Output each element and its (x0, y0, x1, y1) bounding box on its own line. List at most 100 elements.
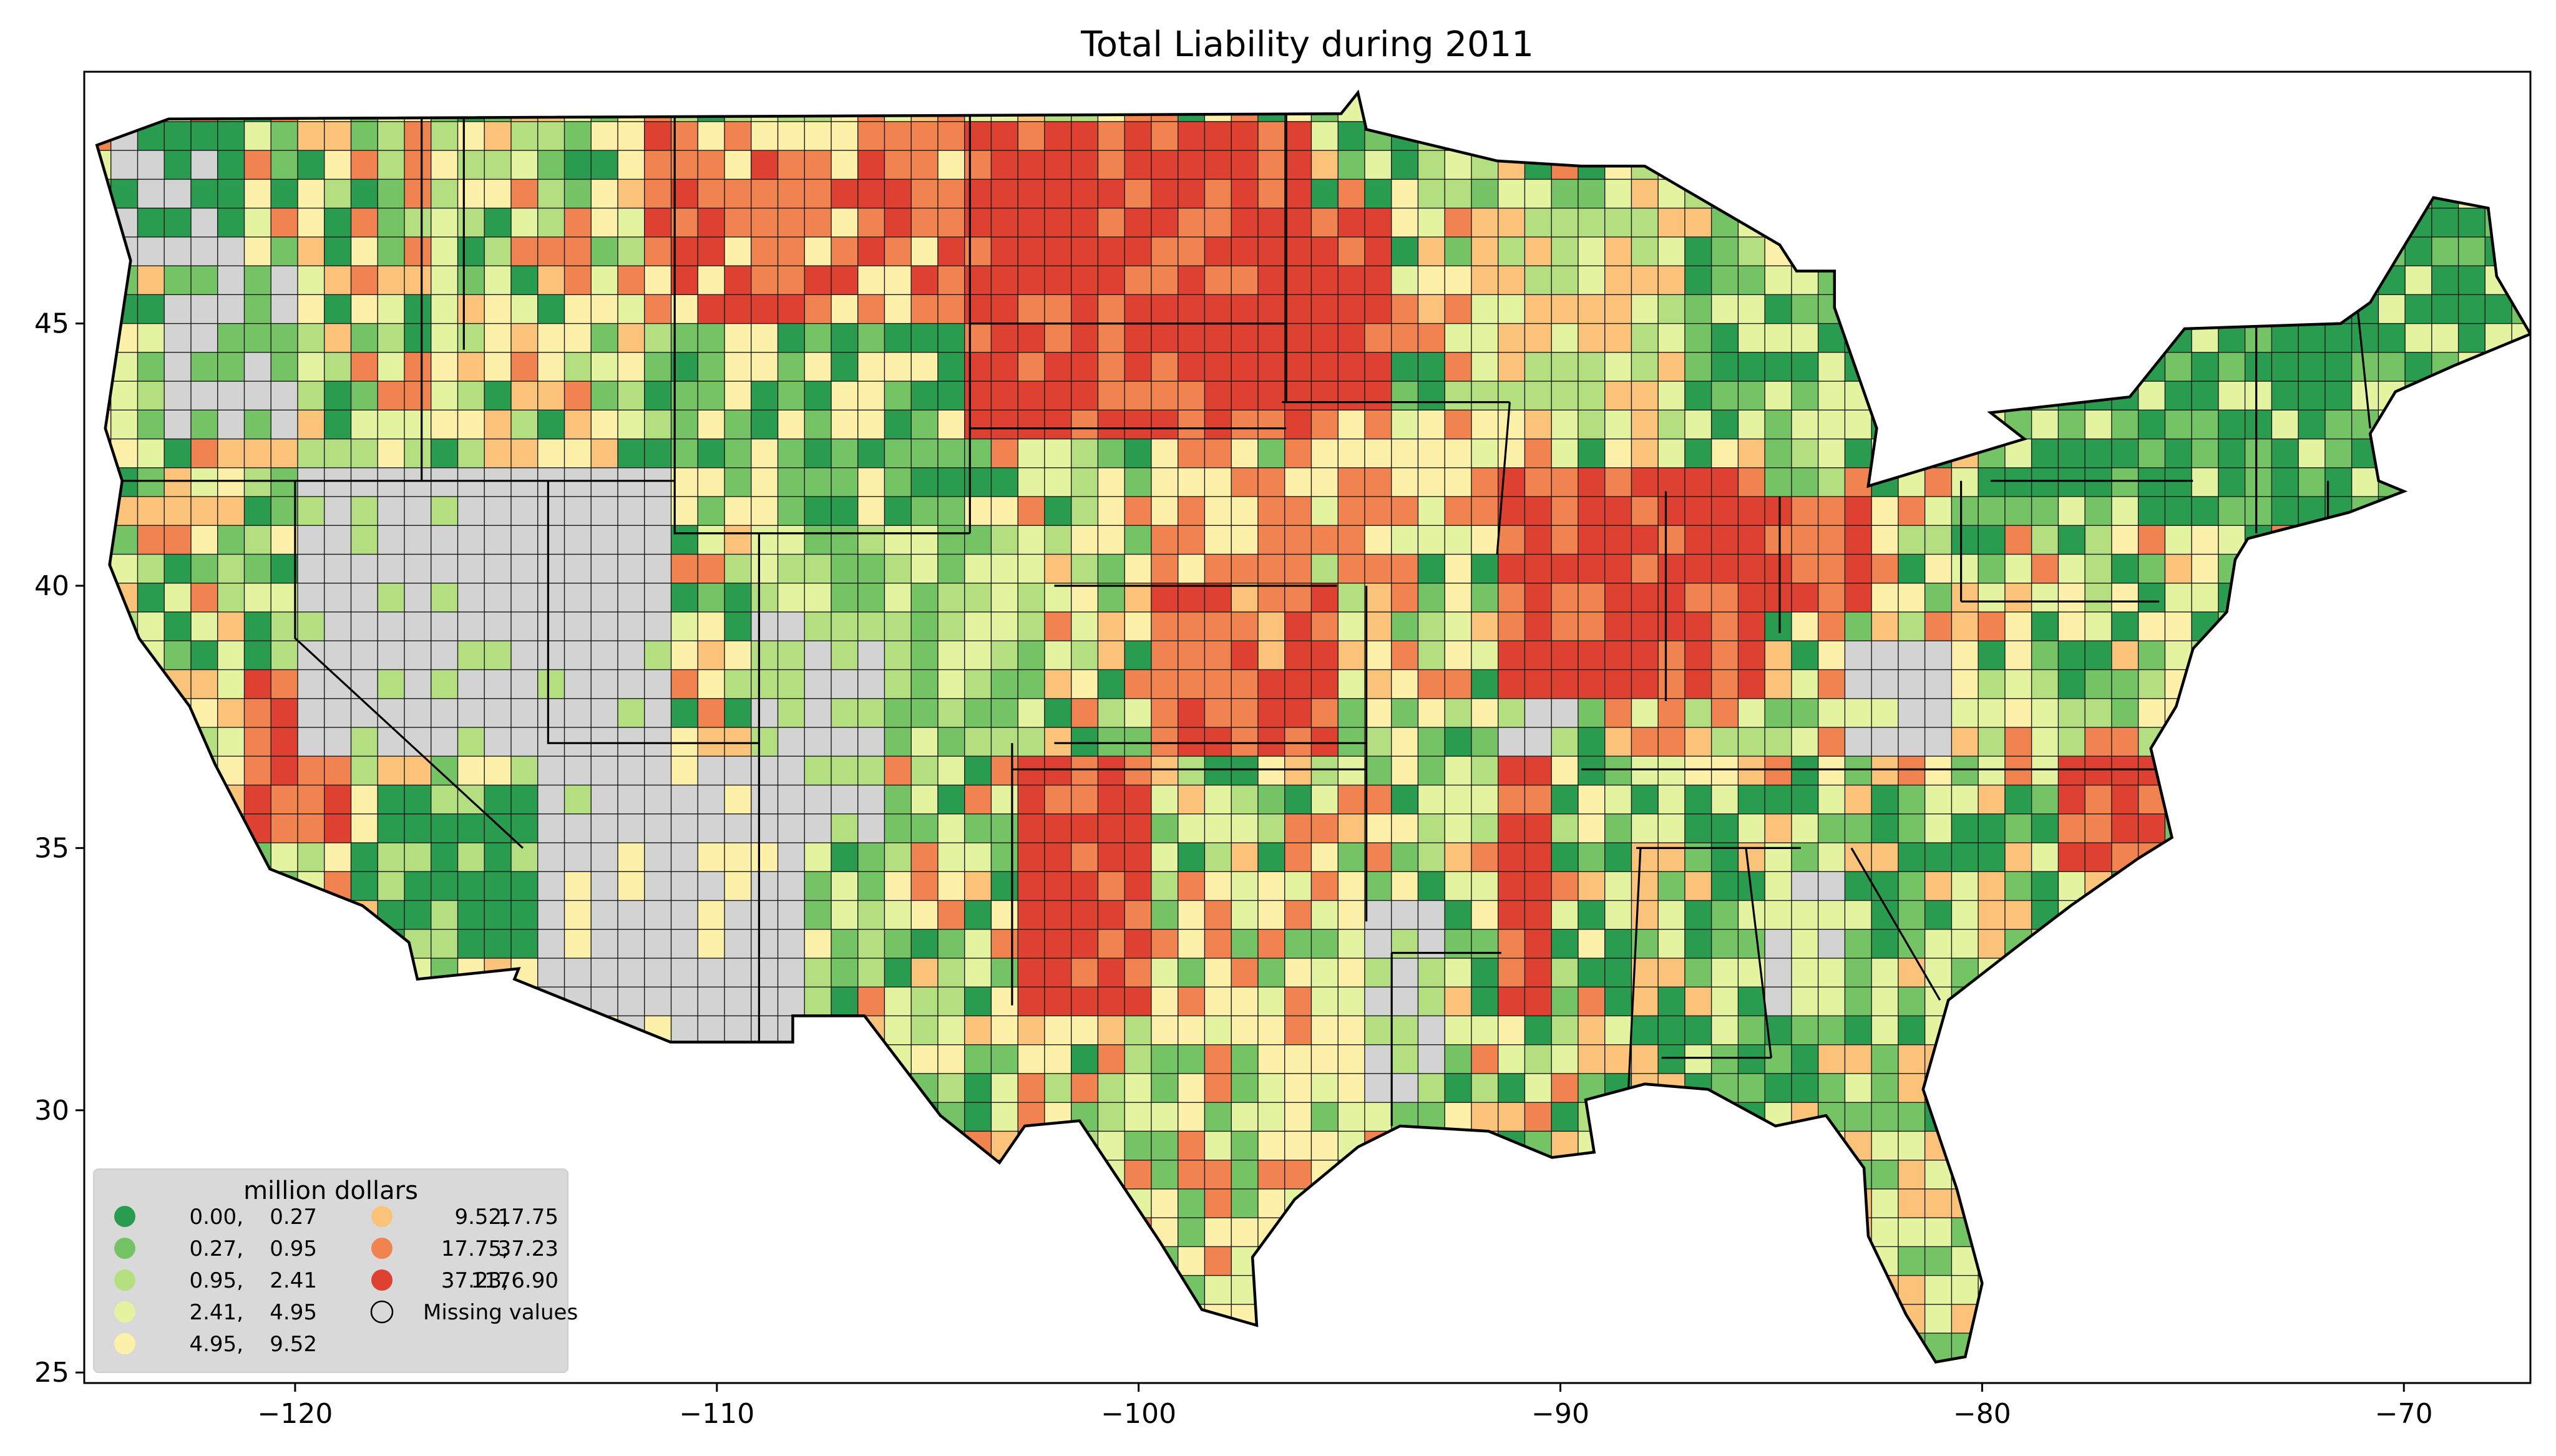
county-region (697, 900, 726, 930)
county-region (617, 755, 645, 786)
county-region (537, 121, 565, 152)
county-region (1817, 640, 1846, 671)
county-region (1310, 553, 1339, 584)
county-region (1524, 1102, 1553, 1132)
county-region (297, 813, 325, 844)
county-region (1684, 265, 1712, 296)
county-region (1124, 381, 1153, 411)
county-region (484, 352, 512, 382)
county-region (1817, 986, 1846, 1017)
county-region (1044, 438, 1072, 469)
county-region (1844, 813, 1873, 844)
county-region (1844, 958, 1873, 988)
county-region (1764, 986, 1793, 1017)
county-region (750, 207, 779, 238)
county-region (1471, 236, 1499, 267)
county-region (2057, 784, 2086, 815)
county-region (563, 178, 592, 209)
county-region (510, 467, 539, 498)
county-region (297, 409, 325, 440)
county-region (457, 640, 485, 671)
county-region (1124, 755, 1153, 786)
y-tick-label: 45 (34, 308, 69, 340)
county-region (777, 294, 806, 324)
county-region (1551, 1015, 1579, 1046)
county-region (857, 121, 885, 152)
county-region (1284, 265, 1312, 296)
county-region (1631, 813, 1659, 844)
county-region (857, 525, 885, 555)
county-region (1070, 121, 1099, 152)
county-region (350, 178, 379, 209)
county-region (1764, 496, 1793, 527)
county-region (2111, 409, 2139, 440)
county-region (1551, 958, 1579, 988)
county-region (1497, 755, 1526, 786)
county-region (1471, 1015, 1499, 1046)
county-region (431, 467, 459, 498)
county-region (1364, 813, 1392, 844)
county-region (1310, 871, 1339, 901)
county-region (990, 813, 1019, 844)
county-region (724, 611, 752, 642)
county-region (1898, 640, 1926, 671)
county-region (377, 784, 406, 815)
county-region (777, 409, 806, 440)
county-region (590, 496, 619, 527)
x-tick-label: −100 (1101, 1398, 1176, 1430)
county-region (1657, 1044, 1686, 1075)
county-region (804, 900, 832, 930)
county-region (1684, 352, 1712, 382)
county-region (457, 236, 485, 267)
county-region (617, 438, 645, 469)
county-region (1284, 871, 1312, 901)
county-region (1871, 755, 1900, 786)
county-region (1390, 900, 1419, 930)
county-region (1284, 323, 1312, 354)
county-region (910, 640, 939, 671)
county-region (1124, 121, 1153, 152)
county-region (2404, 323, 2433, 354)
county-region (1284, 640, 1312, 671)
county-region (697, 409, 726, 440)
county-region (1817, 842, 1846, 873)
county-region (1471, 900, 1499, 930)
county-region (404, 611, 432, 642)
county-region (1124, 669, 1153, 699)
county-region (1231, 1217, 1259, 1248)
county-region (2084, 813, 2113, 844)
county-region (750, 236, 779, 267)
county-region (1204, 496, 1232, 527)
county-region (1390, 784, 1419, 815)
county-region (537, 525, 565, 555)
county-region (1124, 467, 1153, 498)
county-region (937, 525, 965, 555)
county-region (1817, 525, 1846, 555)
county-region (270, 323, 299, 354)
county-region (1337, 784, 1366, 815)
county-region (1417, 323, 1446, 354)
county-region (1497, 381, 1526, 411)
county-region (937, 1015, 965, 1046)
county-region (537, 640, 565, 671)
county-region (1177, 121, 1206, 152)
county-region (937, 958, 965, 988)
county-region (1924, 467, 1953, 498)
county-region (1070, 496, 1099, 527)
county-region (963, 525, 992, 555)
county-region (1417, 496, 1446, 527)
county-region (510, 150, 539, 180)
county-region (297, 583, 325, 613)
county-region (563, 958, 592, 988)
county-region (1657, 467, 1686, 498)
county-region (1791, 611, 1819, 642)
county-region (963, 553, 992, 584)
county-region (884, 900, 912, 930)
county-region (1070, 467, 1099, 498)
county-region (937, 871, 965, 901)
county-region (1444, 698, 1473, 729)
county-region (1951, 784, 1979, 815)
county-region (1898, 698, 1926, 729)
county-region (1177, 409, 1206, 440)
